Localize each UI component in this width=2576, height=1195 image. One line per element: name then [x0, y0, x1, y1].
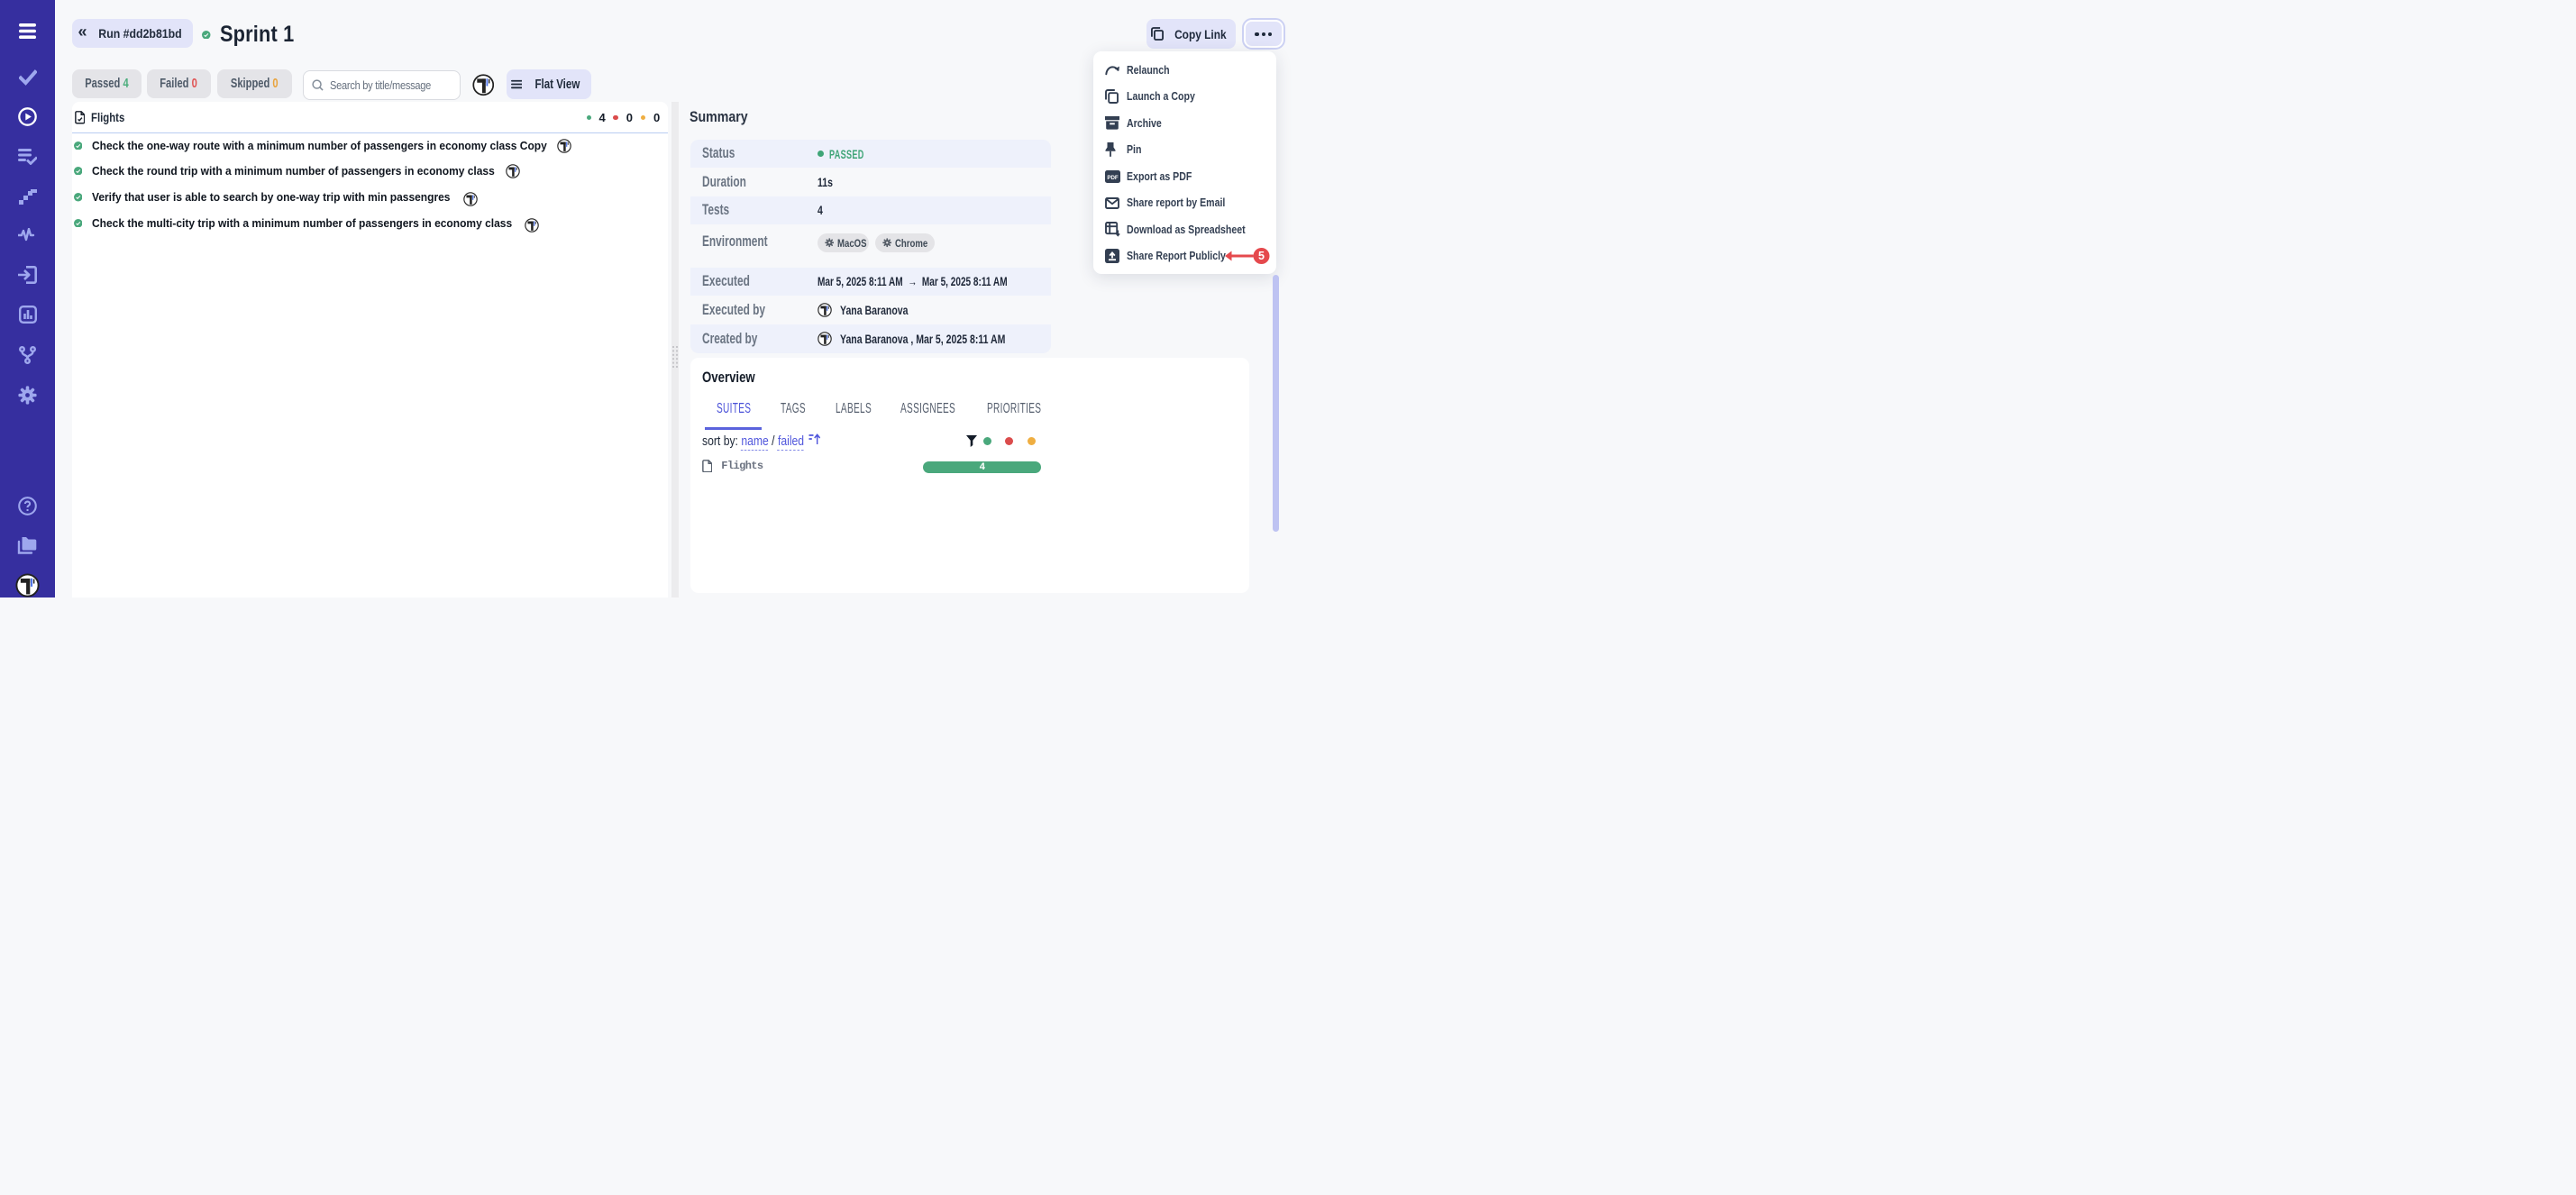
svg-text:5: 5: [1258, 250, 1265, 262]
svg-text:PDF: PDF: [1107, 175, 1119, 181]
